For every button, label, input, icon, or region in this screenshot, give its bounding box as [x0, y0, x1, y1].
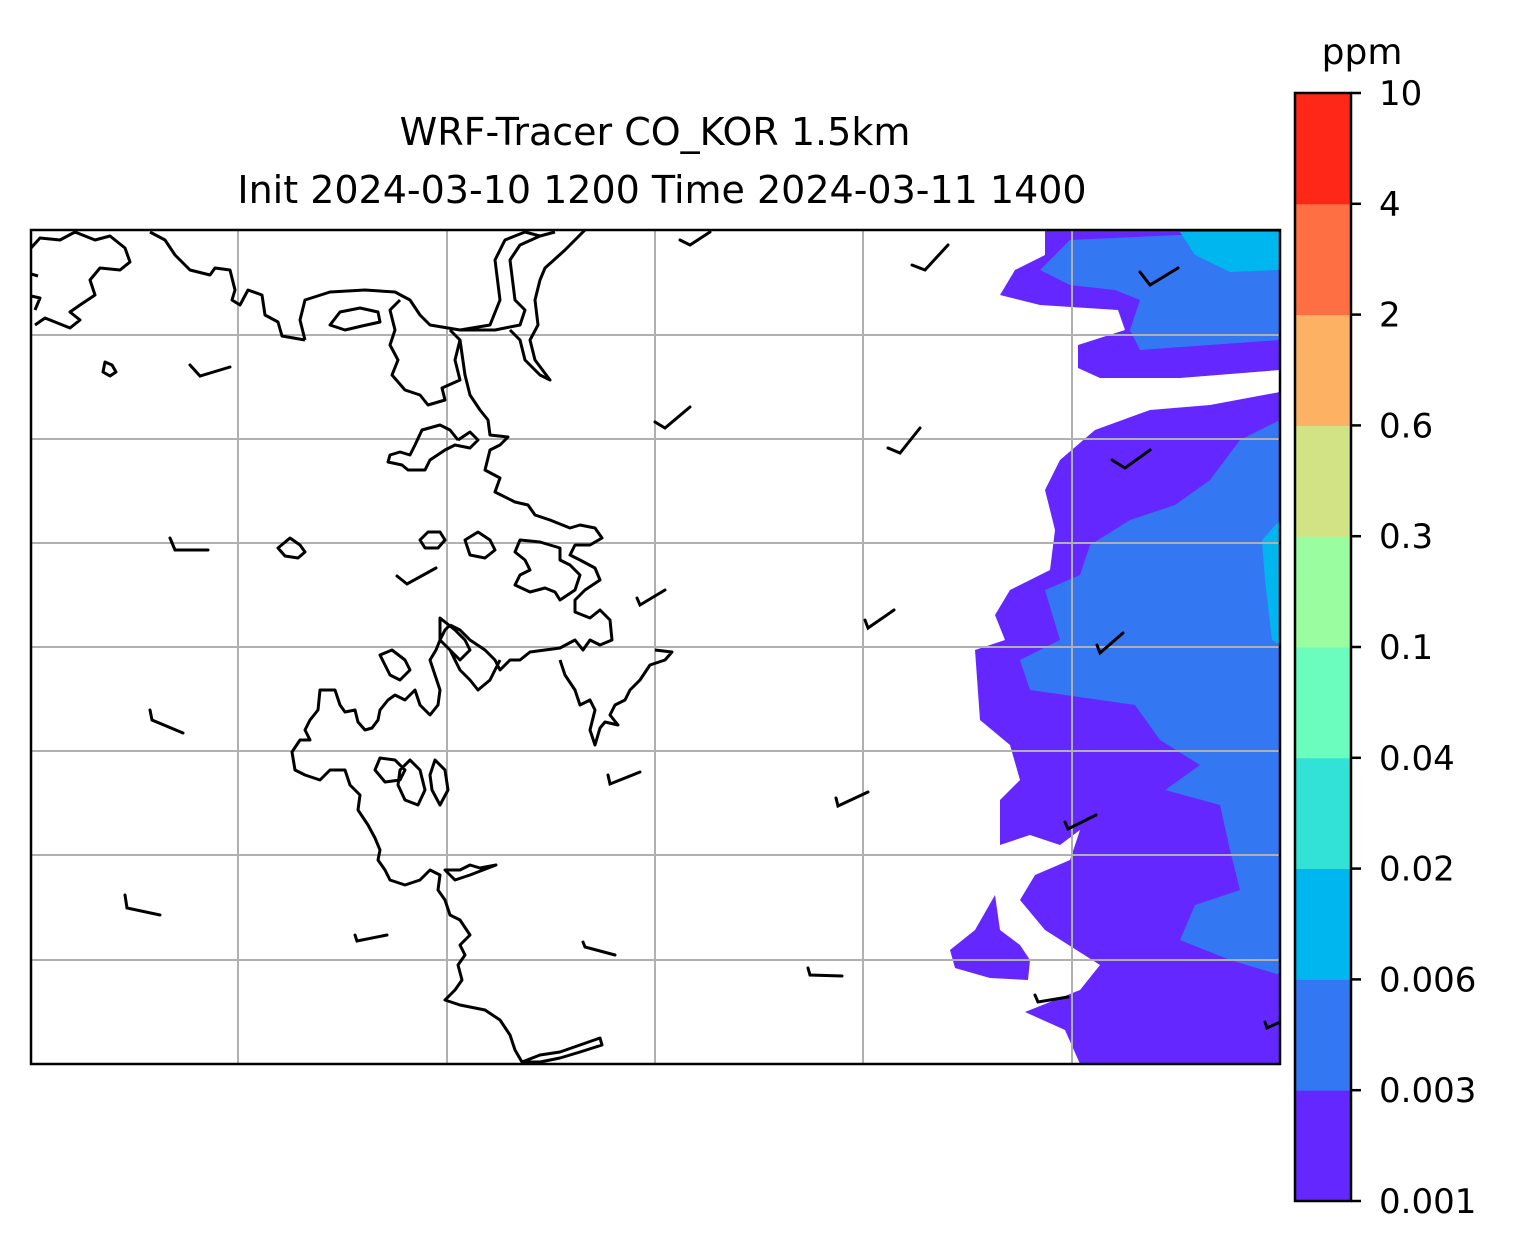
colorbar-tick-label: 0.006	[1379, 960, 1476, 1000]
colorbar-segment	[1295, 979, 1351, 1091]
wind-barb	[1263, 1020, 1280, 1031]
colorbar-tick-label: 0.04	[1379, 739, 1455, 779]
colorbar-segment	[1295, 203, 1351, 316]
contour-level-2-main	[1020, 420, 1280, 975]
wind-barb	[1110, 448, 1152, 470]
wind-barb	[395, 566, 438, 586]
wind-barb	[863, 608, 896, 631]
wind-barb	[353, 933, 389, 943]
colorbar-segment	[1295, 93, 1351, 205]
colorbar-segment	[1295, 647, 1351, 759]
wind-barb	[886, 426, 922, 455]
wind-barb	[635, 588, 667, 608]
contour-level-3-north	[1180, 232, 1280, 272]
wind-barb	[834, 790, 870, 809]
title-line-1: WRF-Tracer CO_KOR 1.5km	[400, 110, 911, 154]
wind-barb	[168, 536, 210, 552]
contour-level-3-east	[1262, 520, 1280, 645]
coastline-mainland	[31, 230, 674, 1064]
colorbar-tick-label: 0.003	[1379, 1071, 1476, 1111]
colorbar-tick-label: 0.1	[1379, 628, 1433, 668]
wind-barb	[678, 230, 712, 247]
wind-barb	[123, 893, 162, 917]
colorbar-segment	[1295, 425, 1351, 537]
wind-barb	[581, 940, 617, 957]
colorbar: ppm 0.001 0.003 0.006 0.02 0.04 0.1 0.3 0.6 2 4 10	[1293, 32, 1476, 1222]
co-concentration-contours	[950, 230, 1280, 1064]
colorbar-tick-label: 4	[1379, 185, 1401, 225]
colorbar-segment	[1295, 1090, 1351, 1202]
coastlines	[31, 230, 674, 1064]
wind-barb	[1138, 266, 1180, 287]
map-area	[31, 230, 1280, 1064]
wind-barb	[910, 243, 950, 272]
colorbar-tick-label: 0.001	[1379, 1182, 1476, 1222]
wind-barb	[606, 770, 642, 787]
wind-barbs	[123, 230, 1280, 1031]
colorbar-tick-label: 0.02	[1379, 850, 1455, 890]
colorbar-tick-label: 0.3	[1379, 517, 1433, 557]
colorbar-unit-label: ppm	[1322, 32, 1403, 73]
colorbar-tick-label: 10	[1379, 74, 1422, 114]
colorbar-tick-label: 0.6	[1379, 406, 1433, 446]
title-line-2: Init 2024-03-10 1200 Time 2024-03-11 140…	[237, 168, 1086, 212]
wind-barb	[653, 405, 692, 430]
map-frame	[29, 228, 1282, 1066]
colorbar-segment	[1295, 314, 1351, 426]
wind-barb	[1095, 631, 1125, 656]
wind-barb	[188, 363, 232, 378]
colorbar-segment	[1295, 757, 1351, 870]
colorbar-tick-label: 2	[1379, 296, 1401, 336]
contour-level-1-southwest	[950, 895, 1030, 980]
colorbar-segment	[1295, 536, 1351, 648]
wind-barb	[1033, 993, 1070, 1004]
colorbar-segments	[1295, 93, 1351, 1202]
colorbar-segment	[1295, 868, 1351, 980]
wind-barb	[1063, 813, 1098, 832]
map-gridlines	[31, 230, 1280, 1064]
wind-barb	[806, 966, 844, 978]
wind-barb	[148, 708, 185, 735]
colorbar-ticks: 0.001 0.003 0.006 0.02 0.04 0.1 0.3 0.6 2 4 10	[1351, 74, 1476, 1222]
